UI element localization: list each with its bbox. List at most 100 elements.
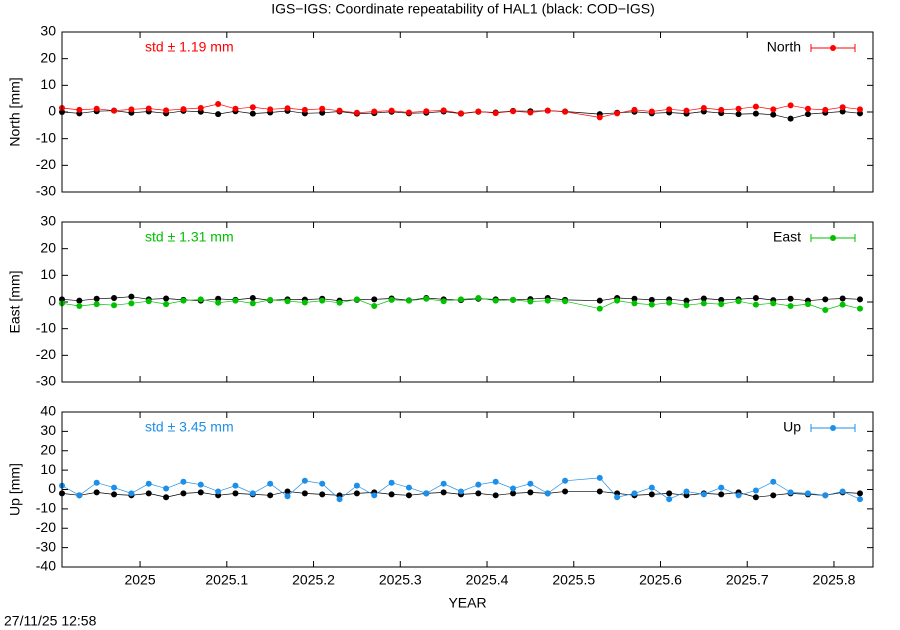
data-point — [457, 110, 464, 117]
data-point — [163, 485, 170, 492]
y-tick-label: 20 — [40, 441, 56, 457]
data-point — [718, 301, 725, 308]
data-point — [353, 296, 360, 303]
data-point — [822, 307, 829, 313]
data-point — [510, 485, 517, 492]
data-point — [215, 101, 222, 107]
data-point — [752, 487, 759, 494]
data-point — [770, 492, 777, 499]
y-tick-label: -10 — [36, 500, 56, 516]
data-point — [267, 106, 274, 113]
data-point — [336, 107, 343, 114]
data-point — [76, 297, 83, 304]
data-point — [839, 488, 846, 495]
data-point — [752, 301, 759, 308]
data-point — [856, 496, 863, 503]
data-point — [249, 300, 256, 307]
data-point — [319, 480, 326, 487]
y-tick-label: -20 — [36, 519, 56, 535]
data-point — [111, 302, 118, 309]
data-point — [111, 107, 118, 114]
timestamp: 27/11/25 12:58 — [4, 613, 97, 629]
data-point — [475, 108, 482, 115]
data-point — [839, 295, 846, 302]
x-tick-label: 2025 — [124, 572, 155, 588]
data-point — [284, 493, 291, 500]
data-point — [787, 303, 794, 309]
data-point — [301, 106, 308, 113]
data-point — [215, 299, 222, 306]
data-point — [648, 484, 655, 491]
data-point — [457, 488, 464, 495]
x-tick-label: 2025.5 — [552, 572, 595, 588]
data-point — [388, 296, 395, 303]
data-point — [301, 299, 308, 306]
data-point — [145, 298, 152, 305]
data-point — [787, 295, 794, 302]
legend-marker — [830, 45, 836, 51]
data-point — [284, 488, 291, 495]
data-point — [752, 103, 759, 110]
y-tick-label: 10 — [40, 266, 56, 282]
x-tick-label: 2025.2 — [292, 572, 335, 588]
data-point — [648, 108, 655, 115]
legend-marker — [830, 235, 836, 241]
data-point — [353, 109, 360, 116]
data-point — [718, 484, 725, 491]
data-point — [631, 295, 638, 302]
data-point — [93, 489, 100, 496]
data-point — [440, 107, 447, 114]
data-point — [423, 108, 430, 115]
data-point — [562, 488, 569, 495]
data-point — [197, 481, 204, 488]
annotation: std ± 3.45 mm — [145, 419, 234, 435]
data-point — [371, 303, 378, 309]
y-tick-label: -20 — [36, 156, 56, 172]
y-tick-label: -40 — [36, 558, 56, 574]
data-point — [700, 105, 707, 111]
data-point — [735, 492, 742, 499]
data-point — [232, 105, 239, 112]
data-point — [267, 480, 274, 487]
data-point — [371, 492, 378, 499]
y-tick-label: 0 — [48, 480, 56, 496]
data-point — [180, 490, 187, 497]
y-tick-label: -30 — [36, 373, 56, 389]
data-point — [180, 106, 187, 113]
data-point — [475, 481, 482, 488]
data-point — [683, 488, 690, 495]
data-point — [631, 106, 638, 113]
data-point — [562, 298, 569, 305]
data-point — [457, 296, 464, 303]
data-point — [510, 108, 517, 115]
data-point — [197, 105, 204, 111]
data-point — [839, 108, 846, 115]
data-point — [267, 492, 274, 499]
data-point — [111, 295, 118, 301]
data-point — [510, 490, 517, 497]
data-point — [787, 102, 794, 109]
plot-frame — [61, 221, 874, 383]
data-point — [388, 491, 395, 498]
data-point — [475, 295, 482, 301]
y-tick-label: 10 — [40, 461, 56, 477]
data-point — [215, 111, 222, 118]
data-point — [249, 110, 256, 117]
data-point — [718, 296, 725, 303]
y-axis-label: East [mm] — [7, 270, 23, 333]
y-tick-label: 30 — [40, 23, 56, 39]
data-point — [787, 115, 794, 122]
data-point — [76, 492, 83, 499]
data-point — [128, 490, 135, 497]
data-point — [388, 107, 395, 114]
data-point — [839, 301, 846, 308]
data-point — [163, 295, 170, 302]
data-point — [76, 106, 83, 113]
data-point — [614, 297, 621, 304]
annotation: std ± 1.31 mm — [145, 229, 234, 245]
y-tick-label: 20 — [40, 239, 56, 255]
series-line — [61, 491, 861, 498]
data-point — [770, 478, 777, 485]
data-point — [111, 491, 118, 498]
data-point — [111, 484, 118, 491]
